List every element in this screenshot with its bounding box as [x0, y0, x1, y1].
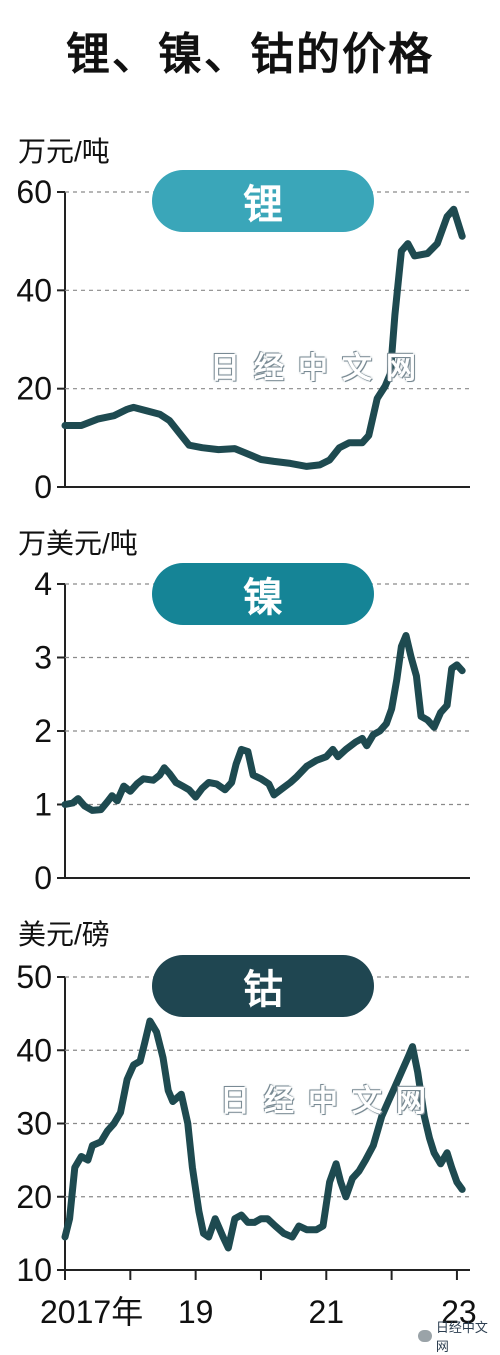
- lithium-unit-label: 万元/吨: [18, 136, 110, 167]
- cobalt-y-tick-label: 40: [16, 1032, 52, 1068]
- nickel-unit-label: 万美元/吨: [18, 528, 138, 559]
- lithium-y-tick-label: 20: [16, 371, 52, 407]
- cobalt-y-tick-label: 20: [16, 1179, 52, 1215]
- nickel-price-line: [61, 632, 466, 814]
- cobalt-unit-label: 美元/磅: [18, 919, 110, 950]
- x-tick-label: 2017年: [40, 1294, 143, 1330]
- nickel-y-tick-label: 3: [34, 640, 52, 676]
- wechat-icon: [418, 1330, 432, 1342]
- nickel-y-tick-label: 1: [34, 787, 52, 823]
- cobalt-y-tick-label: 50: [16, 959, 52, 995]
- x-tick-label: 21: [308, 1294, 344, 1330]
- cobalt-y-tick-label: 10: [16, 1252, 52, 1288]
- lithium-panel-label: 锂: [152, 170, 374, 232]
- lithium-y-tick-label: 60: [16, 174, 52, 210]
- footer-watermark-text: 日经中文网: [435, 1320, 488, 1354]
- footer-watermark: 日经中文网: [418, 1317, 500, 1355]
- lithium-y-tick-label: 40: [16, 272, 52, 308]
- nickel-y-tick-label: 0: [34, 860, 52, 896]
- watermark: 日经中文网: [210, 352, 430, 385]
- nickel-y-tick-label: 4: [34, 566, 52, 602]
- nickel-y-tick-label: 2: [34, 713, 52, 749]
- lithium-y-tick-label: 0: [34, 469, 52, 505]
- cobalt-y-tick-label: 30: [16, 1106, 52, 1142]
- nickel-panel-label: 镍: [152, 563, 374, 625]
- x-tick-label: 19: [178, 1294, 214, 1330]
- watermark: 日经中文网: [220, 1085, 440, 1118]
- cobalt-panel-label: 钴: [152, 955, 374, 1017]
- lithium-price-line: [61, 205, 466, 470]
- chart-title: 锂、镍、钴的价格: [66, 30, 434, 79]
- x-tick-label: 23: [441, 1294, 477, 1330]
- cobalt-price-line: [61, 1017, 466, 1252]
